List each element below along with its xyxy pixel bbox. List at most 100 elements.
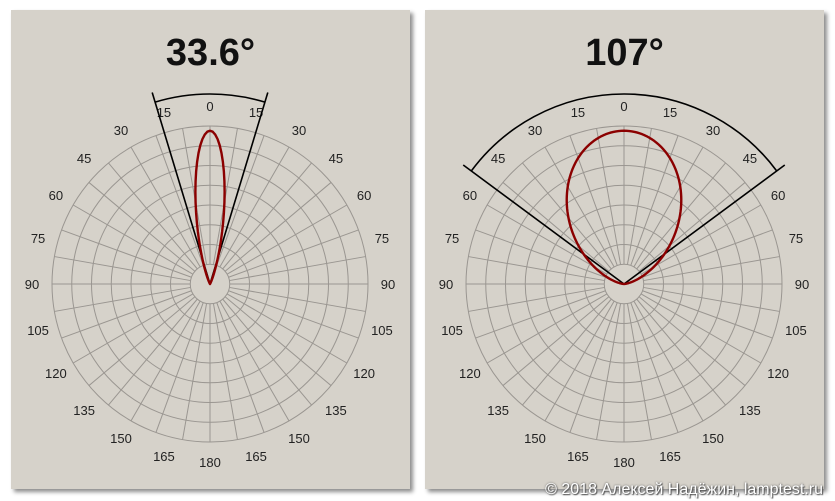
angle-tick-label: 90: [25, 277, 39, 292]
angle-tick-label: 180: [613, 455, 635, 470]
angle-tick-label: 150: [288, 431, 310, 446]
grid-spoke: [636, 298, 726, 406]
grid-spoke: [155, 302, 204, 433]
grid-spoke: [72, 204, 194, 275]
grid-spoke: [486, 293, 608, 364]
beam-angle-arc: [154, 93, 266, 103]
angle-tick-label: 75: [31, 231, 45, 246]
angle-tick-label: 180: [199, 455, 221, 470]
beam-angle-title: 107°: [585, 32, 664, 74]
grid-spoke: [226, 293, 348, 364]
angle-tick-label: 0: [620, 99, 627, 114]
angle-tick-label: 135: [73, 403, 95, 418]
grid-spoke: [108, 162, 198, 270]
grid-spoke: [229, 286, 366, 312]
grid-spoke: [226, 204, 348, 275]
angle-tick-label: 165: [153, 449, 175, 464]
intensity-curve: [194, 129, 226, 286]
grid-spoke: [502, 296, 610, 386]
angle-tick-label: 45: [743, 151, 757, 166]
angle-tick-label: 120: [459, 366, 481, 381]
angle-tick-label: 30: [114, 123, 128, 138]
grid-spoke: [88, 296, 196, 386]
angle-tick-label: 45: [491, 151, 505, 166]
polar-plot-right: 0 15 30 45 60 75 90 105 120 135 150 165 180 165 150 135…: [439, 93, 809, 470]
angle-tick-label: 105: [27, 323, 49, 338]
angle-tick-label: 45: [329, 151, 343, 166]
angle-tick-label: 165: [659, 449, 681, 464]
grid-spoke: [468, 256, 605, 282]
grid-spoke: [219, 300, 290, 422]
angle-tick-label: 15: [249, 105, 263, 120]
grid-spoke: [130, 146, 201, 268]
angle-tick-label: 30: [706, 123, 720, 138]
beam-angle-arc: [470, 93, 778, 172]
grid-spoke: [633, 300, 704, 422]
angle-tick-label: 60: [357, 188, 371, 203]
angle-tick-label: 105: [371, 323, 393, 338]
polar-plot-left: 0 15 30 45 60 75 90 105 120 135 150 165 180 165 150 135…: [25, 92, 395, 470]
angle-tick-label: 75: [445, 231, 459, 246]
grid-spoke: [544, 146, 615, 268]
grid-spoke: [54, 286, 191, 312]
grid-spoke: [596, 128, 622, 265]
grid-spoke: [643, 256, 780, 282]
grid-spoke: [228, 229, 359, 278]
grid-spoke: [626, 303, 652, 440]
angle-tick-label: 165: [245, 449, 267, 464]
grid-spoke: [229, 256, 366, 282]
grid-spoke: [638, 182, 746, 272]
grid-spoke: [640, 204, 762, 275]
grid-spoke: [636, 162, 726, 270]
grid-spoke: [108, 298, 198, 406]
angle-tick-label: 45: [77, 151, 91, 166]
angle-tick-label: 150: [524, 431, 546, 446]
angle-tick-label: 105: [441, 323, 463, 338]
grid-spoke: [61, 229, 192, 278]
angle-tick-label: 60: [463, 188, 477, 203]
angle-tick-label: 30: [528, 123, 542, 138]
grid-spoke: [640, 293, 762, 364]
angle-tick-label: 75: [375, 231, 389, 246]
grid-spoke: [569, 302, 618, 433]
angle-tick-label: 15: [663, 105, 677, 120]
grid-spoke: [130, 300, 201, 422]
grid-spoke: [219, 146, 290, 268]
grid-spoke: [88, 182, 196, 272]
grid-spoke: [642, 229, 773, 278]
grid-spoke: [630, 302, 679, 433]
angle-tick-label: 90: [439, 277, 453, 292]
grid-spoke: [643, 286, 780, 312]
grid-spoke: [626, 128, 652, 265]
angle-tick-label: 135: [325, 403, 347, 418]
grid-spoke: [216, 302, 265, 433]
grid-spoke: [155, 135, 204, 266]
angle-tick-label: 30: [292, 123, 306, 138]
grid-spoke: [596, 303, 622, 440]
beam-angle-title: 33.6°: [165, 32, 256, 74]
grid-spoke: [502, 182, 610, 272]
grid-spoke: [544, 300, 615, 422]
grid-spoke: [475, 229, 606, 278]
grid-spoke: [569, 135, 618, 266]
angle-tick-label: 15: [157, 105, 171, 120]
beam-edge-line-left: [462, 164, 625, 285]
grid-spoke: [228, 290, 359, 339]
grid-spoke: [222, 298, 312, 406]
grid-spoke: [54, 256, 191, 282]
polar-chart-right: 107° 0 15 30 45 60 75 90 105 120 135 150 165 180 165 1…: [425, 10, 824, 489]
grid-spoke: [212, 303, 238, 440]
beam-edge-line-right: [623, 164, 786, 285]
angle-tick-label: 0: [206, 99, 213, 114]
grid-spoke: [72, 293, 194, 364]
angle-tick-label: 150: [110, 431, 132, 446]
grid-spoke: [486, 204, 608, 275]
angle-tick-label: 135: [739, 403, 761, 418]
angle-tick-label: 60: [771, 188, 785, 203]
angle-tick-label: 150: [702, 431, 724, 446]
grid-spoke: [475, 290, 606, 339]
grid-spoke: [630, 135, 679, 266]
angle-tick-label: 165: [567, 449, 589, 464]
grid-spoke: [633, 146, 704, 268]
grid-spoke: [638, 296, 746, 386]
